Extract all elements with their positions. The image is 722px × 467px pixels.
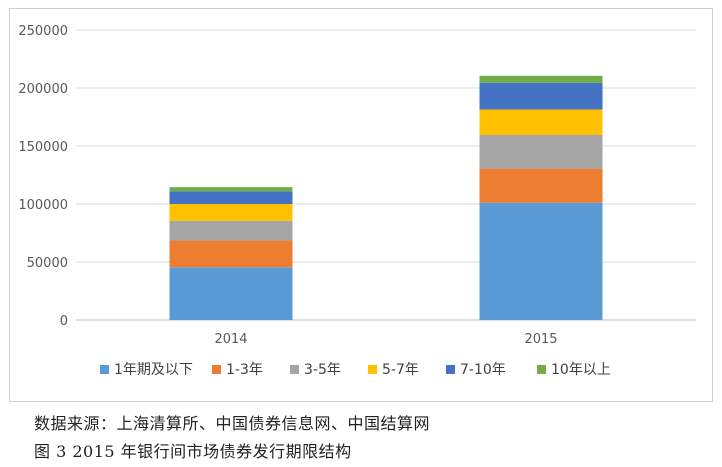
legend-swatch xyxy=(537,365,546,374)
x-tick-label: 2014 xyxy=(214,332,247,347)
y-tick-label: 250000 xyxy=(18,24,68,39)
legend-label: 3-5年 xyxy=(304,362,341,378)
bar-segment xyxy=(169,267,293,320)
legend-swatch xyxy=(100,365,109,374)
bar-segment xyxy=(169,191,293,204)
legend-swatch xyxy=(446,365,455,374)
legend-label: 1年期及以下 xyxy=(114,362,193,378)
source-note: 数据来源：上海清算所、中国债券信息网、中国结算网 xyxy=(34,414,431,433)
legend-label: 5-7年 xyxy=(382,362,419,378)
y-tick-label: 150000 xyxy=(18,140,68,155)
stacked-bar-chart: 0 50000 100000 150000 200000 250000 2014 2015 1年… xyxy=(18,24,696,378)
legend-label: 1-3年 xyxy=(226,362,263,378)
y-tick-label: 50000 xyxy=(27,256,68,271)
bar-segment xyxy=(479,75,603,83)
bar-segment xyxy=(479,168,603,203)
bar-segment xyxy=(479,202,603,320)
legend-swatch xyxy=(290,365,299,374)
bar-segment xyxy=(479,134,603,169)
bar-segment xyxy=(479,82,603,110)
bar-segment xyxy=(479,109,603,135)
y-tick-label: 200000 xyxy=(18,82,68,97)
bar-segment xyxy=(169,240,293,268)
x-tick-label: 2015 xyxy=(524,332,557,347)
chart-frame: 0 50000 100000 150000 200000 250000 2014 2015 1年… xyxy=(9,8,713,402)
legend-label: 10年以上 xyxy=(551,362,611,378)
figure-caption: 图 3 2015 年银行间市场债券发行期限结构 xyxy=(34,442,352,461)
bar-segment xyxy=(169,220,293,241)
legend-swatch xyxy=(368,365,377,374)
bar-segment xyxy=(169,204,293,221)
legend-label: 7-10年 xyxy=(460,362,506,378)
bar-segment xyxy=(169,187,293,192)
y-tick-label: 100000 xyxy=(18,198,68,213)
y-tick-label: 0 xyxy=(60,314,68,329)
legend-swatch xyxy=(212,365,221,374)
